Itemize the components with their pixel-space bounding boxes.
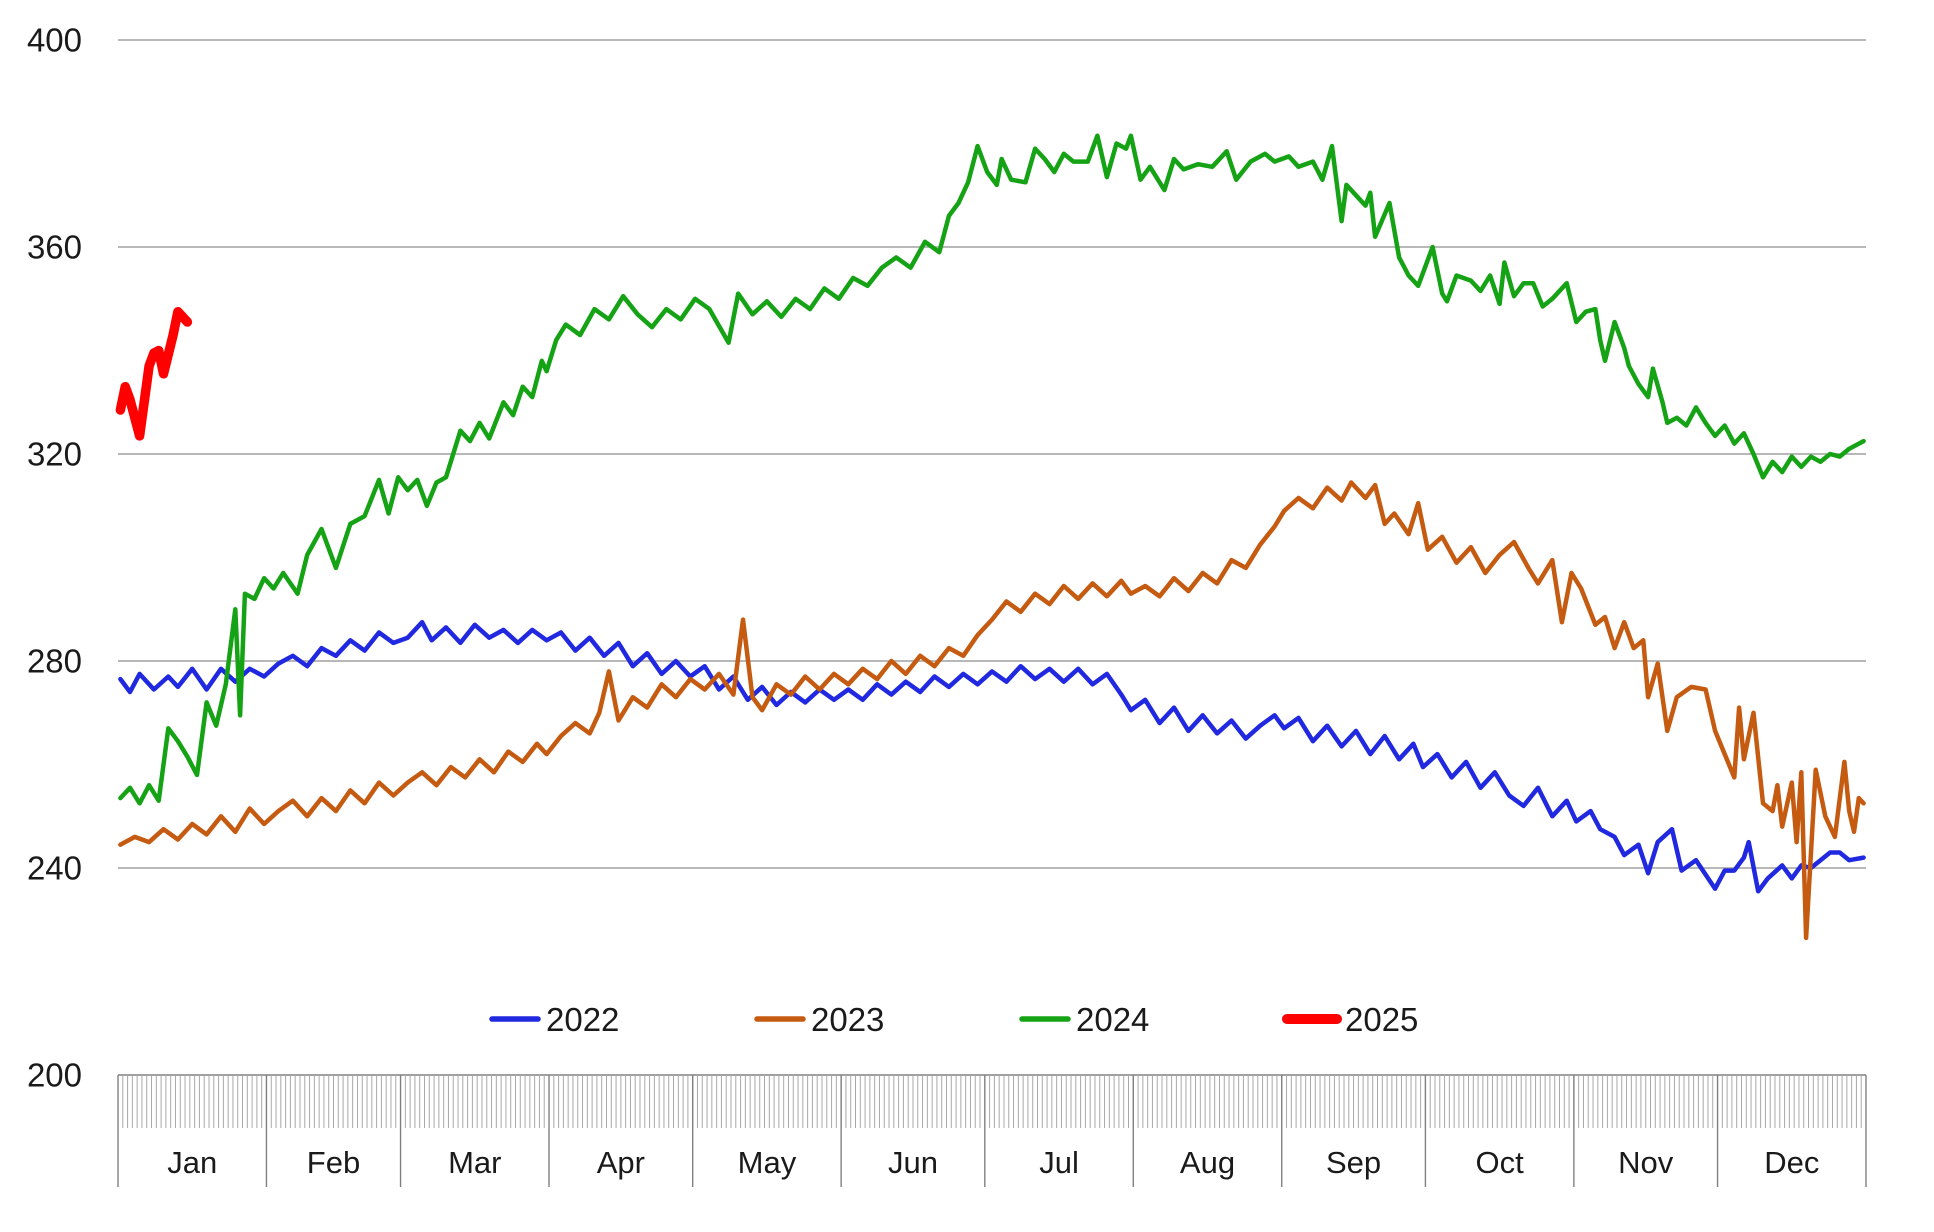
daily-tick-marks xyxy=(117,1075,1867,1128)
series-line-2025 xyxy=(115,306,193,441)
series-lines xyxy=(115,133,1866,941)
y-tick-label: 280 xyxy=(27,642,82,679)
month-label: Nov xyxy=(1618,1145,1674,1180)
y-tick-label: 320 xyxy=(27,435,82,472)
legend-item-2022: 2022 xyxy=(489,1001,619,1038)
y-tick-label: 240 xyxy=(27,849,82,886)
y-tick-label: 360 xyxy=(27,228,82,265)
legend-label: 2025 xyxy=(1345,1001,1418,1038)
legend-item-2023: 2023 xyxy=(754,1001,884,1038)
gridlines xyxy=(118,39,1866,1076)
month-axis: Jan Feb Mar Apr May Jun Jul Aug Sep Oct Nov Dec xyxy=(117,1075,1867,1187)
series-line-2022 xyxy=(118,619,1866,894)
legend-label: 2024 xyxy=(1076,1001,1149,1038)
month-label: Jan xyxy=(167,1145,217,1180)
legend-label: 2023 xyxy=(811,1001,884,1038)
month-label: Dec xyxy=(1764,1145,1819,1180)
month-label: Feb xyxy=(307,1145,360,1180)
month-label: Jul xyxy=(1039,1145,1079,1180)
month-label: Apr xyxy=(597,1145,645,1180)
y-axis-labels: 400 360 320 280 240 200 xyxy=(27,21,82,1093)
legend-label: 2022 xyxy=(546,1001,619,1038)
legend-item-2025: 2025 xyxy=(1282,1001,1418,1038)
month-label: May xyxy=(738,1145,797,1180)
month-label: Mar xyxy=(448,1145,501,1180)
legend: 2022 2023 2024 2025 xyxy=(489,1001,1418,1038)
month-label: Oct xyxy=(1476,1145,1525,1180)
month-label: Sep xyxy=(1326,1145,1381,1180)
month-label: Aug xyxy=(1180,1145,1235,1180)
y-tick-label: 400 xyxy=(27,21,82,58)
series-line-2023 xyxy=(118,480,1866,941)
month-label: Jun xyxy=(888,1145,938,1180)
series-line-2024 xyxy=(118,133,1866,806)
legend-item-2024: 2024 xyxy=(1019,1001,1149,1038)
y-tick-label: 200 xyxy=(27,1056,82,1093)
